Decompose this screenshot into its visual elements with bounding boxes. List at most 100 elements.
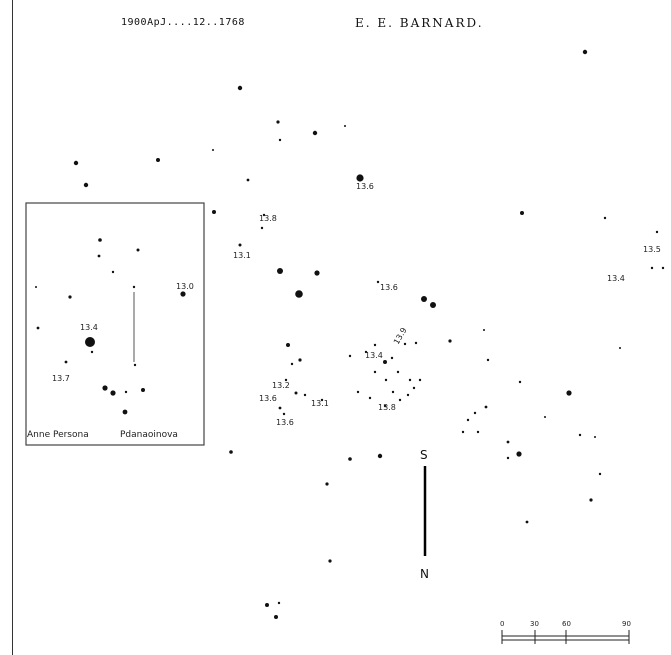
star-dot xyxy=(265,603,269,607)
star-dot xyxy=(328,559,332,563)
inset-caption-right: Pdanaoinova xyxy=(120,430,178,440)
star-dot xyxy=(391,390,395,394)
star-label: 13.1 xyxy=(233,251,251,260)
star-label: 13.6 xyxy=(356,182,374,191)
star-dot xyxy=(516,451,522,457)
star-dot xyxy=(64,360,68,364)
star-dot xyxy=(348,354,352,358)
star-label: 13.4 xyxy=(365,351,383,360)
page-edge-line xyxy=(12,0,13,655)
star-dot xyxy=(180,291,186,297)
author-header: E. E. BARNARD. xyxy=(355,16,484,30)
star-dot xyxy=(650,266,654,270)
star-dot xyxy=(73,160,79,166)
star-dot xyxy=(396,370,400,374)
star-dot xyxy=(277,268,283,274)
star-dot xyxy=(356,174,364,182)
star-label: 13.1 xyxy=(311,399,329,408)
star-dot xyxy=(414,341,418,345)
star-dot xyxy=(286,343,290,347)
star-dot xyxy=(136,248,140,252)
scale-label-30: 30 xyxy=(530,620,539,628)
star-label: 13.6 xyxy=(276,418,294,427)
scale-label-60: 60 xyxy=(562,620,571,628)
star-dot xyxy=(603,216,607,220)
star-dot xyxy=(594,436,596,438)
star-dot xyxy=(566,390,572,396)
star-dot xyxy=(303,393,307,397)
star-label: 13.7 xyxy=(52,374,70,383)
star-dot xyxy=(237,85,243,91)
star-dot xyxy=(430,302,436,308)
inset-frame xyxy=(25,202,205,446)
star-dot xyxy=(390,356,394,360)
star-label: 13.4 xyxy=(607,274,625,283)
star-dot xyxy=(36,326,40,330)
star-dot xyxy=(598,472,602,476)
stars-layer xyxy=(35,49,665,619)
star-dot xyxy=(373,343,377,347)
star-dot xyxy=(368,396,372,400)
star-dot xyxy=(578,433,582,437)
star-dot xyxy=(85,337,95,347)
star-dot xyxy=(344,125,346,127)
star-dot xyxy=(376,280,380,284)
star-dot xyxy=(486,358,490,362)
star-dot xyxy=(90,350,94,354)
star-dot xyxy=(356,390,360,394)
star-dot xyxy=(312,130,318,136)
star-dot xyxy=(83,182,89,188)
star-dot xyxy=(97,254,101,258)
star-label: 13.6 xyxy=(259,394,277,403)
star-dot xyxy=(484,405,488,409)
star-dot xyxy=(406,393,410,397)
star-dot xyxy=(278,138,282,142)
star-dot xyxy=(473,411,477,415)
star-dot xyxy=(295,290,303,298)
star-dot xyxy=(506,456,510,460)
star-dot xyxy=(133,363,137,367)
star-dot xyxy=(582,49,588,55)
south-label: S xyxy=(420,448,428,462)
star-dot xyxy=(290,362,294,366)
star-dot xyxy=(384,378,388,382)
star-dot xyxy=(518,380,522,384)
star-label: 13.2 xyxy=(272,381,290,390)
star-dot xyxy=(212,149,214,151)
star-dot xyxy=(122,409,128,415)
star-dot xyxy=(418,378,422,382)
star-dot xyxy=(383,404,387,408)
star-dot xyxy=(246,178,250,182)
star-dot xyxy=(589,498,593,502)
star-dot xyxy=(377,453,383,459)
star-dot xyxy=(277,601,281,605)
star-dot xyxy=(212,210,216,214)
bibcode-header: 1900ApJ....12..1768 xyxy=(121,17,245,28)
star-dot xyxy=(156,158,160,162)
star-dot xyxy=(320,398,324,402)
star-label: 13.8 xyxy=(259,214,277,223)
star-dot xyxy=(276,120,280,124)
star-dot xyxy=(398,398,402,402)
star-dot xyxy=(141,388,145,392)
star-dot xyxy=(383,360,387,364)
star-dot xyxy=(520,211,524,215)
star-dot xyxy=(619,347,621,349)
star-dot xyxy=(506,440,510,444)
star-dot xyxy=(294,391,298,395)
star-dot xyxy=(229,450,233,454)
star-label: 13.5 xyxy=(643,245,661,254)
star-dot xyxy=(35,286,37,288)
inset-caption-left: Anne Persona xyxy=(27,430,89,440)
star-dot xyxy=(132,285,136,289)
star-dot xyxy=(476,430,480,434)
star-dot xyxy=(110,390,116,396)
scale-label-0: 0 xyxy=(500,620,504,628)
star-dot xyxy=(412,386,416,390)
star-dot xyxy=(348,457,352,461)
star-dot xyxy=(282,412,286,416)
star-label: 13.6 xyxy=(380,283,398,292)
star-dot xyxy=(364,350,368,354)
star-dot xyxy=(544,416,546,418)
star-dot xyxy=(68,295,72,299)
